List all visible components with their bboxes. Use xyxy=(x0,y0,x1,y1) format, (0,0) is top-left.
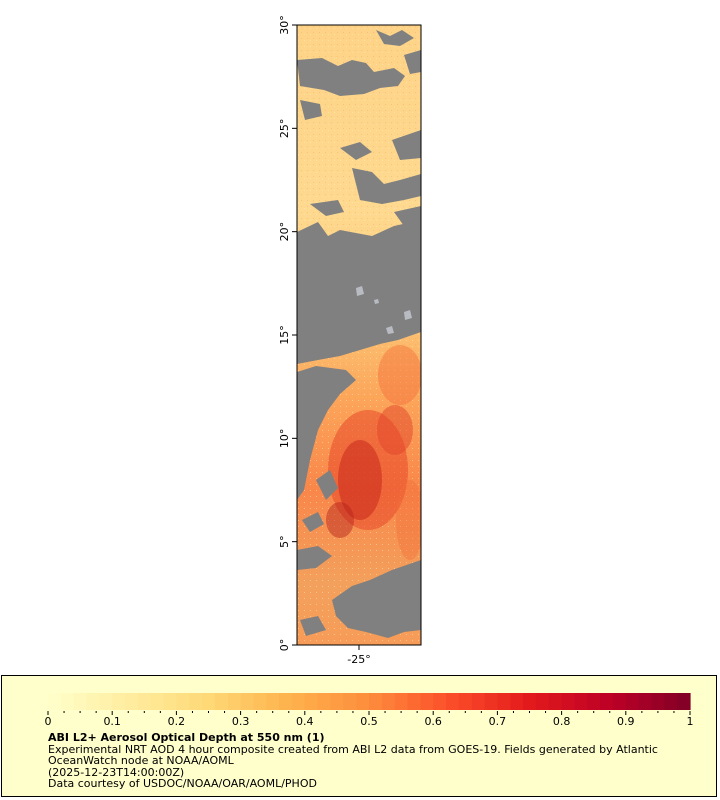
island-landmasses xyxy=(356,286,412,334)
colorbar-tick-label: 0.9 xyxy=(617,715,635,728)
high-aod-region xyxy=(326,345,421,635)
colorbar-tick-label: 0.6 xyxy=(424,715,442,728)
colorbar-tick-label: 0.2 xyxy=(168,715,186,728)
colorbar-swatch xyxy=(471,693,486,710)
colorbar-swatch xyxy=(458,693,473,710)
lat-tick-label: 0° xyxy=(278,639,291,652)
colorbar-swatch xyxy=(253,693,267,710)
colorbar-swatch xyxy=(214,693,229,710)
colorbar-tick-label: 0.3 xyxy=(232,715,250,728)
colorbar-swatch xyxy=(369,693,383,710)
colorbar-swatch xyxy=(343,693,357,710)
colorbar-swatch xyxy=(548,693,563,710)
legend-description-line1: Experimental NRT AOD 4 hour composite cr… xyxy=(48,742,658,756)
colorbar-swatch xyxy=(407,693,421,710)
colorbar-swatches xyxy=(48,693,691,710)
colorbar-ticks: 0 0.1 0.2 0.3 0.4 0.5 0.6 0.7 0.8 0.9 1 xyxy=(45,711,694,728)
lat-tick-label: 30° xyxy=(278,15,291,35)
longitude-axis: -25° xyxy=(347,645,371,666)
colorbar-swatch xyxy=(189,693,203,710)
colorbar-swatch xyxy=(356,693,370,710)
colorbar-swatch xyxy=(99,693,113,710)
lat-tick-label: 5° xyxy=(278,535,291,548)
colorbar-swatch xyxy=(420,693,434,710)
colorbar-swatch xyxy=(202,693,216,710)
colorbar-swatch xyxy=(150,693,165,710)
colorbar-swatch xyxy=(125,693,139,710)
colorbar-swatch xyxy=(561,693,576,710)
colorbar-swatch xyxy=(677,693,691,710)
colorbar-tick-label: 0.4 xyxy=(296,715,314,728)
colorbar-tick-label: 0.7 xyxy=(489,715,507,728)
colorbar: 0 0.1 0.2 0.3 0.4 0.5 0.6 0.7 0.8 0.9 1 xyxy=(45,693,694,728)
colorbar-swatch xyxy=(279,693,293,710)
colorbar-swatch xyxy=(587,693,601,710)
colorbar-swatch xyxy=(60,693,75,710)
colorbar-tick-label: 0.5 xyxy=(360,715,378,728)
colorbar-swatch xyxy=(112,693,126,710)
latitude-axis: 0° 5° 10° 15° 20° 25° 30° xyxy=(278,15,297,651)
colorbar-swatch xyxy=(497,693,511,710)
colorbar-swatch xyxy=(651,693,665,710)
colorbar-swatch xyxy=(664,693,678,710)
colorbar-swatch xyxy=(176,693,190,710)
colorbar-swatch xyxy=(600,693,614,710)
colorbar-tick-label: 0.1 xyxy=(103,715,121,728)
aod-map: 0° 5° 10° 15° 20° 25° 30° -25° xyxy=(278,15,422,666)
colorbar-swatch xyxy=(638,693,653,710)
colorbar-swatch xyxy=(317,693,332,710)
colorbar-swatch xyxy=(484,693,498,710)
lat-tick-label: 20° xyxy=(278,222,291,242)
lat-tick-label: 15° xyxy=(278,325,291,345)
legend-text-block: ABI L2+ Aerosol Optical Depth at 550 nm … xyxy=(48,732,708,790)
colorbar-swatch xyxy=(625,693,640,710)
colorbar-swatch xyxy=(227,693,242,710)
legend-credit: Data courtesy of USDOC/NOAA/OAR/AOML/PHO… xyxy=(48,777,317,790)
colorbar-swatch xyxy=(433,693,447,710)
colorbar-swatch xyxy=(266,693,280,710)
legend-timestamp: (2025-12-23T14:00:00Z) xyxy=(48,765,185,779)
colorbar-swatch xyxy=(523,693,537,710)
colorbar-swatch xyxy=(381,693,396,710)
lat-tick-label: 10° xyxy=(278,429,291,449)
colorbar-swatch xyxy=(240,693,255,710)
aod-field xyxy=(297,25,421,645)
colorbar-swatch xyxy=(304,693,319,710)
colorbar-tick-label: 1 xyxy=(687,715,694,728)
colorbar-tick-label: 0 xyxy=(45,715,52,728)
map-panel: 0° 5° 10° 15° 20° 25° 30° -25° xyxy=(278,15,422,666)
colorbar-swatch xyxy=(48,693,62,710)
colorbar-swatch xyxy=(163,693,177,710)
lat-tick-label: 25° xyxy=(278,119,291,139)
legend-title: ABI L2+ Aerosol Optical Depth at 550 nm … xyxy=(48,731,325,744)
colorbar-swatch xyxy=(446,693,460,710)
colorbar-tick-label: 0.8 xyxy=(553,715,571,728)
colorbar-swatch xyxy=(510,693,524,710)
lon-tick-label: -25° xyxy=(347,653,370,666)
legend-description-line2: OceanWatch node at NOAA/AOML xyxy=(48,754,234,767)
colorbar-swatch xyxy=(330,693,344,710)
colorbar-swatch xyxy=(137,693,152,710)
colorbar-swatch xyxy=(291,693,306,710)
colorbar-swatch xyxy=(574,693,588,710)
colorbar-swatch xyxy=(73,693,88,710)
colorbar-swatch xyxy=(394,693,409,710)
legend-panel: 0 0.1 0.2 0.3 0.4 0.5 0.6 0.7 0.8 0.9 1 ABI L2+ Ae… xyxy=(1,675,717,797)
colorbar-swatch xyxy=(535,693,550,710)
colorbar-swatch xyxy=(612,693,627,710)
colorbar-swatch xyxy=(86,693,100,710)
